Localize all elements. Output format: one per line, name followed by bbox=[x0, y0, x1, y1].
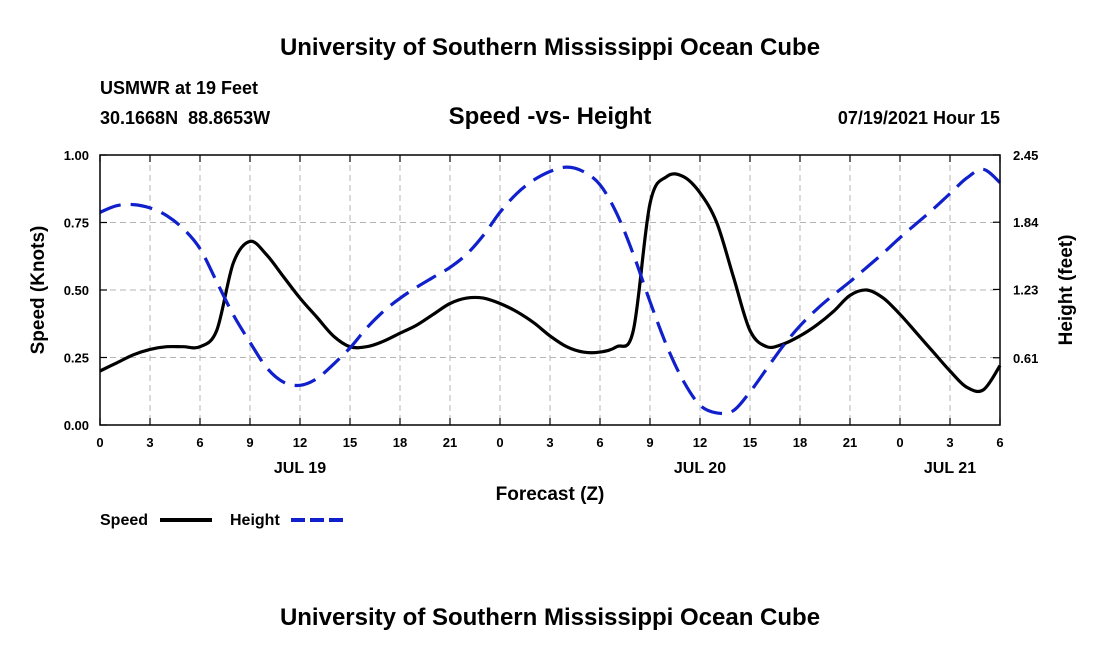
y-left-tick-label: 0.25 bbox=[64, 351, 89, 366]
legend-label-height: Height bbox=[230, 512, 280, 529]
x-tick-label: 15 bbox=[743, 435, 757, 450]
x-tick-label: 0 bbox=[96, 435, 103, 450]
x-tick-label: 9 bbox=[246, 435, 253, 450]
legend: Speed Height bbox=[100, 512, 343, 529]
date-label: JUL 20 bbox=[674, 460, 726, 477]
x-tick-label: 18 bbox=[393, 435, 407, 450]
y-right-tick-label: 0.61 bbox=[1013, 351, 1038, 366]
x-tick-label: 12 bbox=[293, 435, 307, 450]
legend-label-speed: Speed bbox=[100, 512, 148, 529]
x-tick-label: 15 bbox=[343, 435, 357, 450]
datetime-label: 07/19/2021 Hour 15 bbox=[838, 108, 1000, 128]
x-tick-label: 3 bbox=[146, 435, 153, 450]
y-axis-right-label: Height (feet) bbox=[1056, 235, 1077, 346]
y-right-tick-label: 1.23 bbox=[1013, 282, 1038, 297]
x-tick-label: 21 bbox=[843, 435, 857, 450]
x-tick-label: 9 bbox=[646, 435, 653, 450]
x-tick-label: 6 bbox=[596, 435, 603, 450]
station-label: USMWR at 19 Feet bbox=[100, 78, 258, 98]
x-tick-label: 3 bbox=[946, 435, 953, 450]
page-title-bottom: University of Southern Mississippi Ocean… bbox=[280, 604, 820, 631]
date-label: JUL 19 bbox=[274, 460, 326, 477]
page-title-top: University of Southern Mississippi Ocean… bbox=[280, 34, 820, 61]
y-left-tick-label: 1.00 bbox=[64, 148, 89, 163]
y-left-tick-label: 0.75 bbox=[64, 216, 89, 231]
axes-layer: 0 3 6 9 12 15 18 21 0 3 6 9 12 15 18 21 0 3 6 0.00 0.25 0.50 0… bbox=[64, 148, 1039, 477]
x-axis-label: Forecast (Z) bbox=[496, 484, 605, 505]
x-tick-label: 6 bbox=[996, 435, 1003, 450]
series-layer bbox=[99, 165, 1002, 416]
x-tick-label: 18 bbox=[793, 435, 807, 450]
series-line-speed bbox=[99, 172, 1002, 394]
y-left-tick-label: 0.00 bbox=[64, 418, 89, 433]
y-left-tick-label: 0.50 bbox=[64, 283, 89, 298]
x-tick-label: 0 bbox=[496, 435, 503, 450]
coordinates-label: 30.1668N 88.8653W bbox=[100, 108, 270, 128]
x-tick-label: 12 bbox=[693, 435, 707, 450]
x-tick-label: 3 bbox=[546, 435, 553, 450]
x-tick-label: 6 bbox=[196, 435, 203, 450]
x-tick-label: 0 bbox=[896, 435, 903, 450]
chart-subtitle: Speed -vs- Height bbox=[449, 103, 652, 130]
y-axis-left-label: Speed (Knots) bbox=[28, 226, 49, 355]
x-tick-label: 21 bbox=[443, 435, 457, 450]
y-right-tick-label: 1.84 bbox=[1013, 215, 1039, 230]
series-line-height bbox=[99, 165, 1002, 416]
date-label: JUL 21 bbox=[924, 460, 976, 477]
y-right-tick-label: 2.45 bbox=[1013, 148, 1038, 163]
